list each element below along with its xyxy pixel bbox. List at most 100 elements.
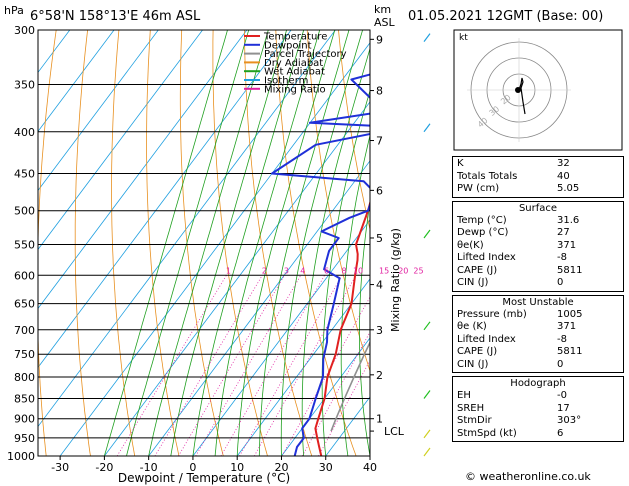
legend-label: Dewpoint [264,40,312,51]
height-tick-label: LCL [384,425,405,438]
pressure-tick-label: 800 [14,371,35,384]
pressure-tick-label: 400 [14,126,35,139]
pressure-tick-label: 350 [14,79,35,92]
series-parcel-trajectory [330,340,370,432]
most-unstable-key: Pressure (mb) [457,308,527,320]
pressure-tick-label: 700 [14,324,35,337]
isotherm-line [104,101,370,456]
mixing-ratio-label: 1 [226,266,231,275]
most-unstable-row: CAPE (J) 5811 [453,346,623,359]
most-unstable-row: Pressure (mb) 1005 [453,309,623,322]
most-unstable-row: Lifted Index -8 [453,334,623,347]
mixing-ratio-label: 3 [284,266,289,275]
most-unstable-value: 5811 [557,346,583,357]
dry-adiabat-line [74,30,91,456]
pressure-tick-label: 450 [14,167,35,180]
surface-row: CIN (J) 0 [453,277,623,290]
wind-barb [423,429,431,439]
hodograph-unit: kt [459,33,468,43]
pressure-tick-label: 600 [14,269,35,282]
hodograph-stat-row: SREH 17 [453,403,623,416]
index-key: K [457,158,464,169]
surface-row: Lifted Index -8 [453,252,623,265]
most-unstable-key: CIN (J) [457,358,489,370]
index-row: K 32 [453,158,623,171]
mixing-ratio-label: 20 [398,266,408,275]
surface-row: Dewp (°C) 27 [453,227,623,240]
most-unstable-box: Most Unstable Pressure (mb) 1005 θe (K) 371… [452,294,624,373]
height-tick-label: 1 [376,413,383,426]
wind-barbs [423,33,431,457]
mixing-ratio-line [318,359,370,456]
isotherm-line [281,337,370,456]
hodograph-stat-key: EH [457,390,471,401]
hodograph-stat-row: StmDir 303° [453,415,623,428]
mixing-ratio-line [195,275,302,456]
legend-label: Temperature [263,32,327,43]
credit: © weatheronline.co.uk [465,470,591,483]
legend-label: Isotherm [264,76,308,87]
location-title: 6°58'N 158°13'E 46m ASL [30,9,201,24]
pressure-tick-label: 950 [14,432,35,445]
index-row: PW (cm) 5.05 [453,183,623,196]
dry-adiabat-line [306,30,370,373]
mixing-ratio-line [220,275,325,456]
hodograph-stats-title: Hodograph [510,378,566,389]
pressure-tick-label: 1000 [7,450,35,463]
series-dewpoint [271,73,370,456]
height-tick-label: 6 [376,184,383,197]
most-unstable-value: -8 [557,333,567,345]
mixing-ratio-labels: 1 2 3 4 6 8 10 15 20 25 [226,266,424,275]
profiles [271,73,370,456]
surface-value: 31.6 [557,214,580,226]
x-tick-label: 0 [189,461,196,474]
dry-adiabat-line [111,30,136,456]
legend-label: Wet Adiabat [264,67,325,78]
most-unstable-row: CIN (J) 0 [453,359,623,372]
height-tick-label: 4 [376,279,383,292]
hodograph-stat-value: 303° [557,415,582,426]
pressure-tick-label: 750 [14,348,35,361]
hodograph-stat-value: -0 [557,390,567,401]
x-tick-label: -10 [140,461,158,474]
index-row: Totals Totals 40 [453,171,623,184]
most-unstable-row: θe (K) 371 [453,321,623,334]
most-unstable-key: Lifted Index [457,333,516,345]
mixing-ratio-label: 2 [262,266,267,275]
dry-adiabat-line [38,30,57,456]
legend-label: Mixing Ratio [264,84,326,95]
pressure-tick-label: 850 [14,392,35,405]
pressure-tick-label: 900 [14,413,35,426]
mixing-ratio-label: 25 [413,266,423,275]
mixing-ratio-label: 15 [379,266,389,275]
dry-adiabat-line [179,30,224,456]
index-value: 5.05 [557,183,580,194]
surface-key: θe(K) [457,239,484,251]
height-tick-label: 2 [376,369,383,382]
most-unstable-title: Most Unstable [502,296,574,308]
hodograph-stat-row: StmSpd (kt) 6 [453,428,623,441]
height-tick-label: 3 [376,324,383,337]
hodograph-stat-row: EH -0 [453,390,623,403]
wind-barb [423,123,431,133]
surface-value: 27 [557,227,570,238]
isotherm-line [236,278,370,456]
x-tick-label: 30 [319,461,333,474]
mixing-ratio-line [178,275,285,456]
surface-value: 0 [557,277,564,288]
most-unstable-key: CAPE (J) [457,346,498,357]
wind-barb [423,447,431,457]
mixing-ratio-label: 6 [324,266,329,275]
surface-key: Dewp (°C) [457,227,509,238]
pressure-tick-label: 300 [14,24,35,37]
isotherm-line [192,219,370,456]
surface-key: Temp (°C) [457,214,507,226]
surface-value: 371 [557,239,577,251]
storm-motion-marker [515,87,521,93]
x-tick-label: -30 [51,461,69,474]
mixing-ratio-label: 10 [353,266,363,275]
legend-label: Parcel Trajectory [264,49,347,60]
